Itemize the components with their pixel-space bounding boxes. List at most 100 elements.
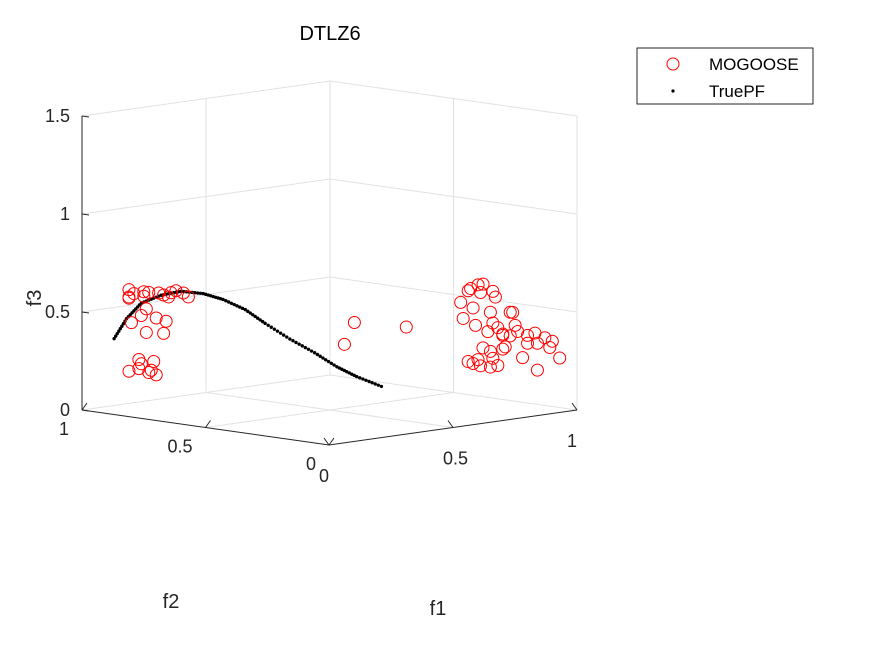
truepf-point — [255, 316, 260, 320]
mogoose-point — [139, 302, 153, 316]
grid-line-z — [329, 80, 578, 117]
truepf-point — [120, 324, 124, 328]
mogoose-point — [176, 286, 190, 300]
mogoose-point — [454, 295, 468, 309]
truepf-point — [221, 297, 225, 302]
truepf-point — [248, 311, 252, 315]
z-tick — [81, 409, 90, 412]
mogoose-point — [466, 301, 480, 315]
truepf-point — [315, 352, 320, 357]
truepf-point — [121, 322, 126, 326]
truepf-point — [115, 331, 119, 336]
truepf-point — [309, 349, 314, 353]
truepf-point — [376, 383, 381, 387]
mogoose-point — [142, 285, 156, 299]
y-axis-label: f2 — [163, 591, 180, 613]
legend-box — [636, 47, 814, 105]
mogoose-point — [496, 342, 510, 356]
plot-area — [112, 277, 567, 389]
mogoose-point — [481, 325, 495, 339]
truepf-point — [370, 381, 374, 385]
grid-line-y — [81, 374, 331, 411]
mogoose-point — [142, 366, 156, 380]
truepf-point — [318, 354, 322, 358]
grid-lines — [81, 80, 578, 428]
legend: MOGOOSE TruePF — [636, 47, 814, 105]
mogoose-point — [545, 334, 559, 348]
truepf-point — [361, 377, 365, 381]
legend-marker-truepf — [671, 89, 675, 93]
mogoose-point — [474, 285, 488, 299]
mogoose-point — [516, 351, 530, 365]
mogoose-point — [483, 305, 497, 319]
mogoose-point — [181, 290, 195, 304]
mogoose-point — [473, 359, 487, 373]
y-tick — [328, 437, 335, 446]
mogoose-point — [543, 340, 557, 354]
truepf-point — [285, 335, 289, 339]
truepf-point — [253, 314, 257, 319]
truepf-point — [240, 306, 245, 311]
z-tick — [81, 311, 90, 314]
mogoose-point — [456, 311, 470, 325]
truepf-point — [324, 358, 328, 362]
mogoose-point — [122, 364, 136, 378]
mogoose-point — [132, 353, 146, 367]
truepf-point — [358, 376, 362, 380]
truepf-point — [332, 363, 336, 367]
mogoose-point — [137, 289, 151, 303]
mogoose-point — [147, 354, 161, 368]
mogoose-point — [122, 291, 136, 305]
truepf-point — [113, 334, 118, 338]
mogoose-point — [337, 337, 351, 351]
truepf-point — [117, 329, 121, 333]
truepf-point — [281, 333, 286, 337]
truepf-point — [364, 378, 368, 382]
legend-label-truepf: TruePF — [709, 82, 765, 101]
truepf-point — [229, 301, 234, 305]
truepf-point — [294, 340, 298, 345]
mogoose-point — [347, 316, 361, 329]
mogoose-point — [157, 326, 171, 340]
truepf-point — [193, 291, 197, 295]
mogoose-point — [486, 351, 500, 365]
mogoose-point — [508, 318, 522, 332]
mogoose-point — [496, 327, 510, 341]
truepf-point — [198, 291, 203, 296]
mogoose-point — [144, 363, 158, 377]
mogoose-point — [521, 328, 535, 342]
y-tick — [205, 420, 211, 428]
mogoose-point — [134, 309, 148, 322]
truepf-point — [269, 325, 273, 329]
y-tick — [81, 402, 88, 411]
truepf-point — [195, 291, 200, 295]
chart-title: DTLZ6 — [299, 23, 360, 45]
truepf-point — [263, 321, 267, 326]
truepf-point — [367, 379, 371, 384]
mogoose-point — [483, 360, 497, 374]
mogoose-point — [149, 311, 163, 325]
grid-line-z — [81, 80, 331, 117]
x-tick — [447, 420, 454, 428]
mogoose-point — [491, 358, 505, 372]
mogoose-point — [149, 368, 163, 382]
z-axis-label: f3 — [24, 290, 46, 307]
truepf-point — [288, 337, 292, 341]
truepf-point — [258, 318, 262, 322]
truepf-point — [226, 300, 231, 304]
mogoose-point — [498, 340, 512, 354]
mogoose-point — [469, 318, 483, 332]
mogoose-point — [139, 325, 153, 339]
x-tick — [323, 437, 330, 446]
truepf-point — [373, 382, 377, 386]
mogoose-point — [530, 363, 544, 377]
mogoose-point — [137, 285, 151, 299]
mogoose-point — [399, 320, 413, 334]
mogoose-point — [461, 355, 475, 369]
y-tick-label: 1 — [59, 419, 69, 439]
mogoose-point — [471, 278, 485, 292]
truepf-point — [297, 342, 301, 346]
mogoose-point — [471, 353, 485, 367]
grid-line-y — [205, 392, 454, 428]
